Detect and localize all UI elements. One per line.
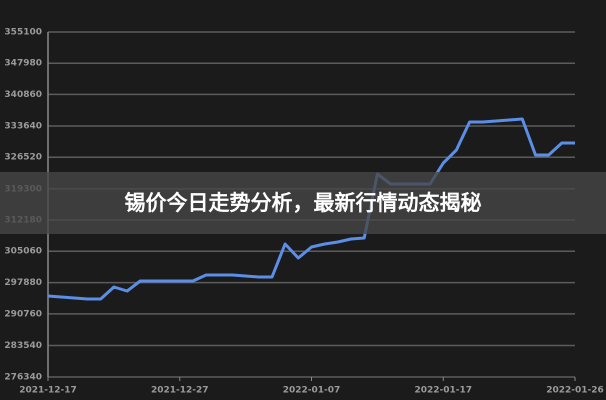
- y-tick-label: 326520: [4, 153, 42, 163]
- y-tick-label: 355100: [4, 28, 42, 38]
- y-tick-label: 333640: [4, 122, 42, 132]
- x-tick-label: 2022-01-07: [283, 386, 341, 396]
- title-banner: [0, 172, 606, 234]
- x-tick-label: 2021-12-17: [19, 386, 77, 396]
- y-tick-label: 276340: [4, 373, 42, 383]
- line-series: [47, 117, 575, 301]
- chart-title: 锡价今日走势分析，最新行情动态揭秘: [125, 191, 482, 215]
- x-tick-label: 2022-01-26: [546, 386, 604, 396]
- y-tick-label: 347980: [4, 59, 42, 69]
- x-tick-label: 2021-12-27: [151, 386, 209, 396]
- y-tick-label: 290760: [4, 309, 42, 319]
- y-tick-label: 297880: [4, 278, 42, 288]
- y-tick-label: 340860: [4, 90, 42, 100]
- y-tick-label: 283540: [4, 341, 42, 351]
- x-tick-label: 2022-01-17: [414, 386, 472, 396]
- y-tick-label: 305060: [4, 247, 42, 257]
